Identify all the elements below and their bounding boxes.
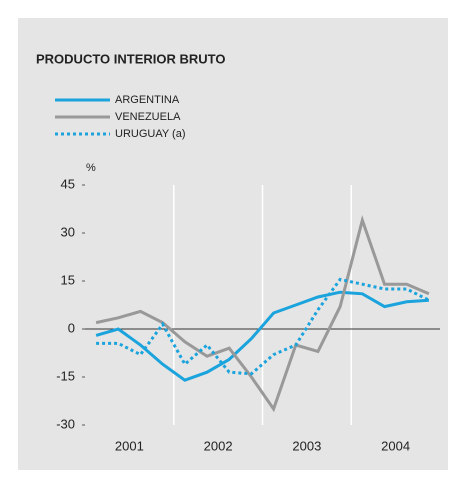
legend-label: ARGENTINA — [115, 94, 180, 106]
y-axis-label: % — [86, 162, 96, 174]
series-line — [95, 290, 430, 382]
panel — [18, 18, 448, 470]
x-tick-label: 2003 — [292, 438, 321, 453]
y-tick-label: 15 — [61, 272, 75, 287]
y-tick-label: -30 — [56, 416, 75, 431]
x-tick-label: 2004 — [381, 438, 410, 453]
y-tick-label: 0 — [68, 320, 75, 335]
series-line — [95, 215, 430, 413]
x-tick-label: 2001 — [115, 438, 144, 453]
chart-title: PRODUCTO INTERIOR BRUTO — [36, 51, 225, 66]
y-tick-label: 30 — [61, 224, 75, 239]
x-tick-label: 2002 — [204, 438, 233, 453]
y-tick-label: -15 — [56, 368, 75, 383]
legend-label: URUGUAY (a) — [115, 128, 186, 140]
legend-label: VENEZUELA — [115, 111, 181, 123]
y-tick-label: 45 — [61, 176, 75, 191]
